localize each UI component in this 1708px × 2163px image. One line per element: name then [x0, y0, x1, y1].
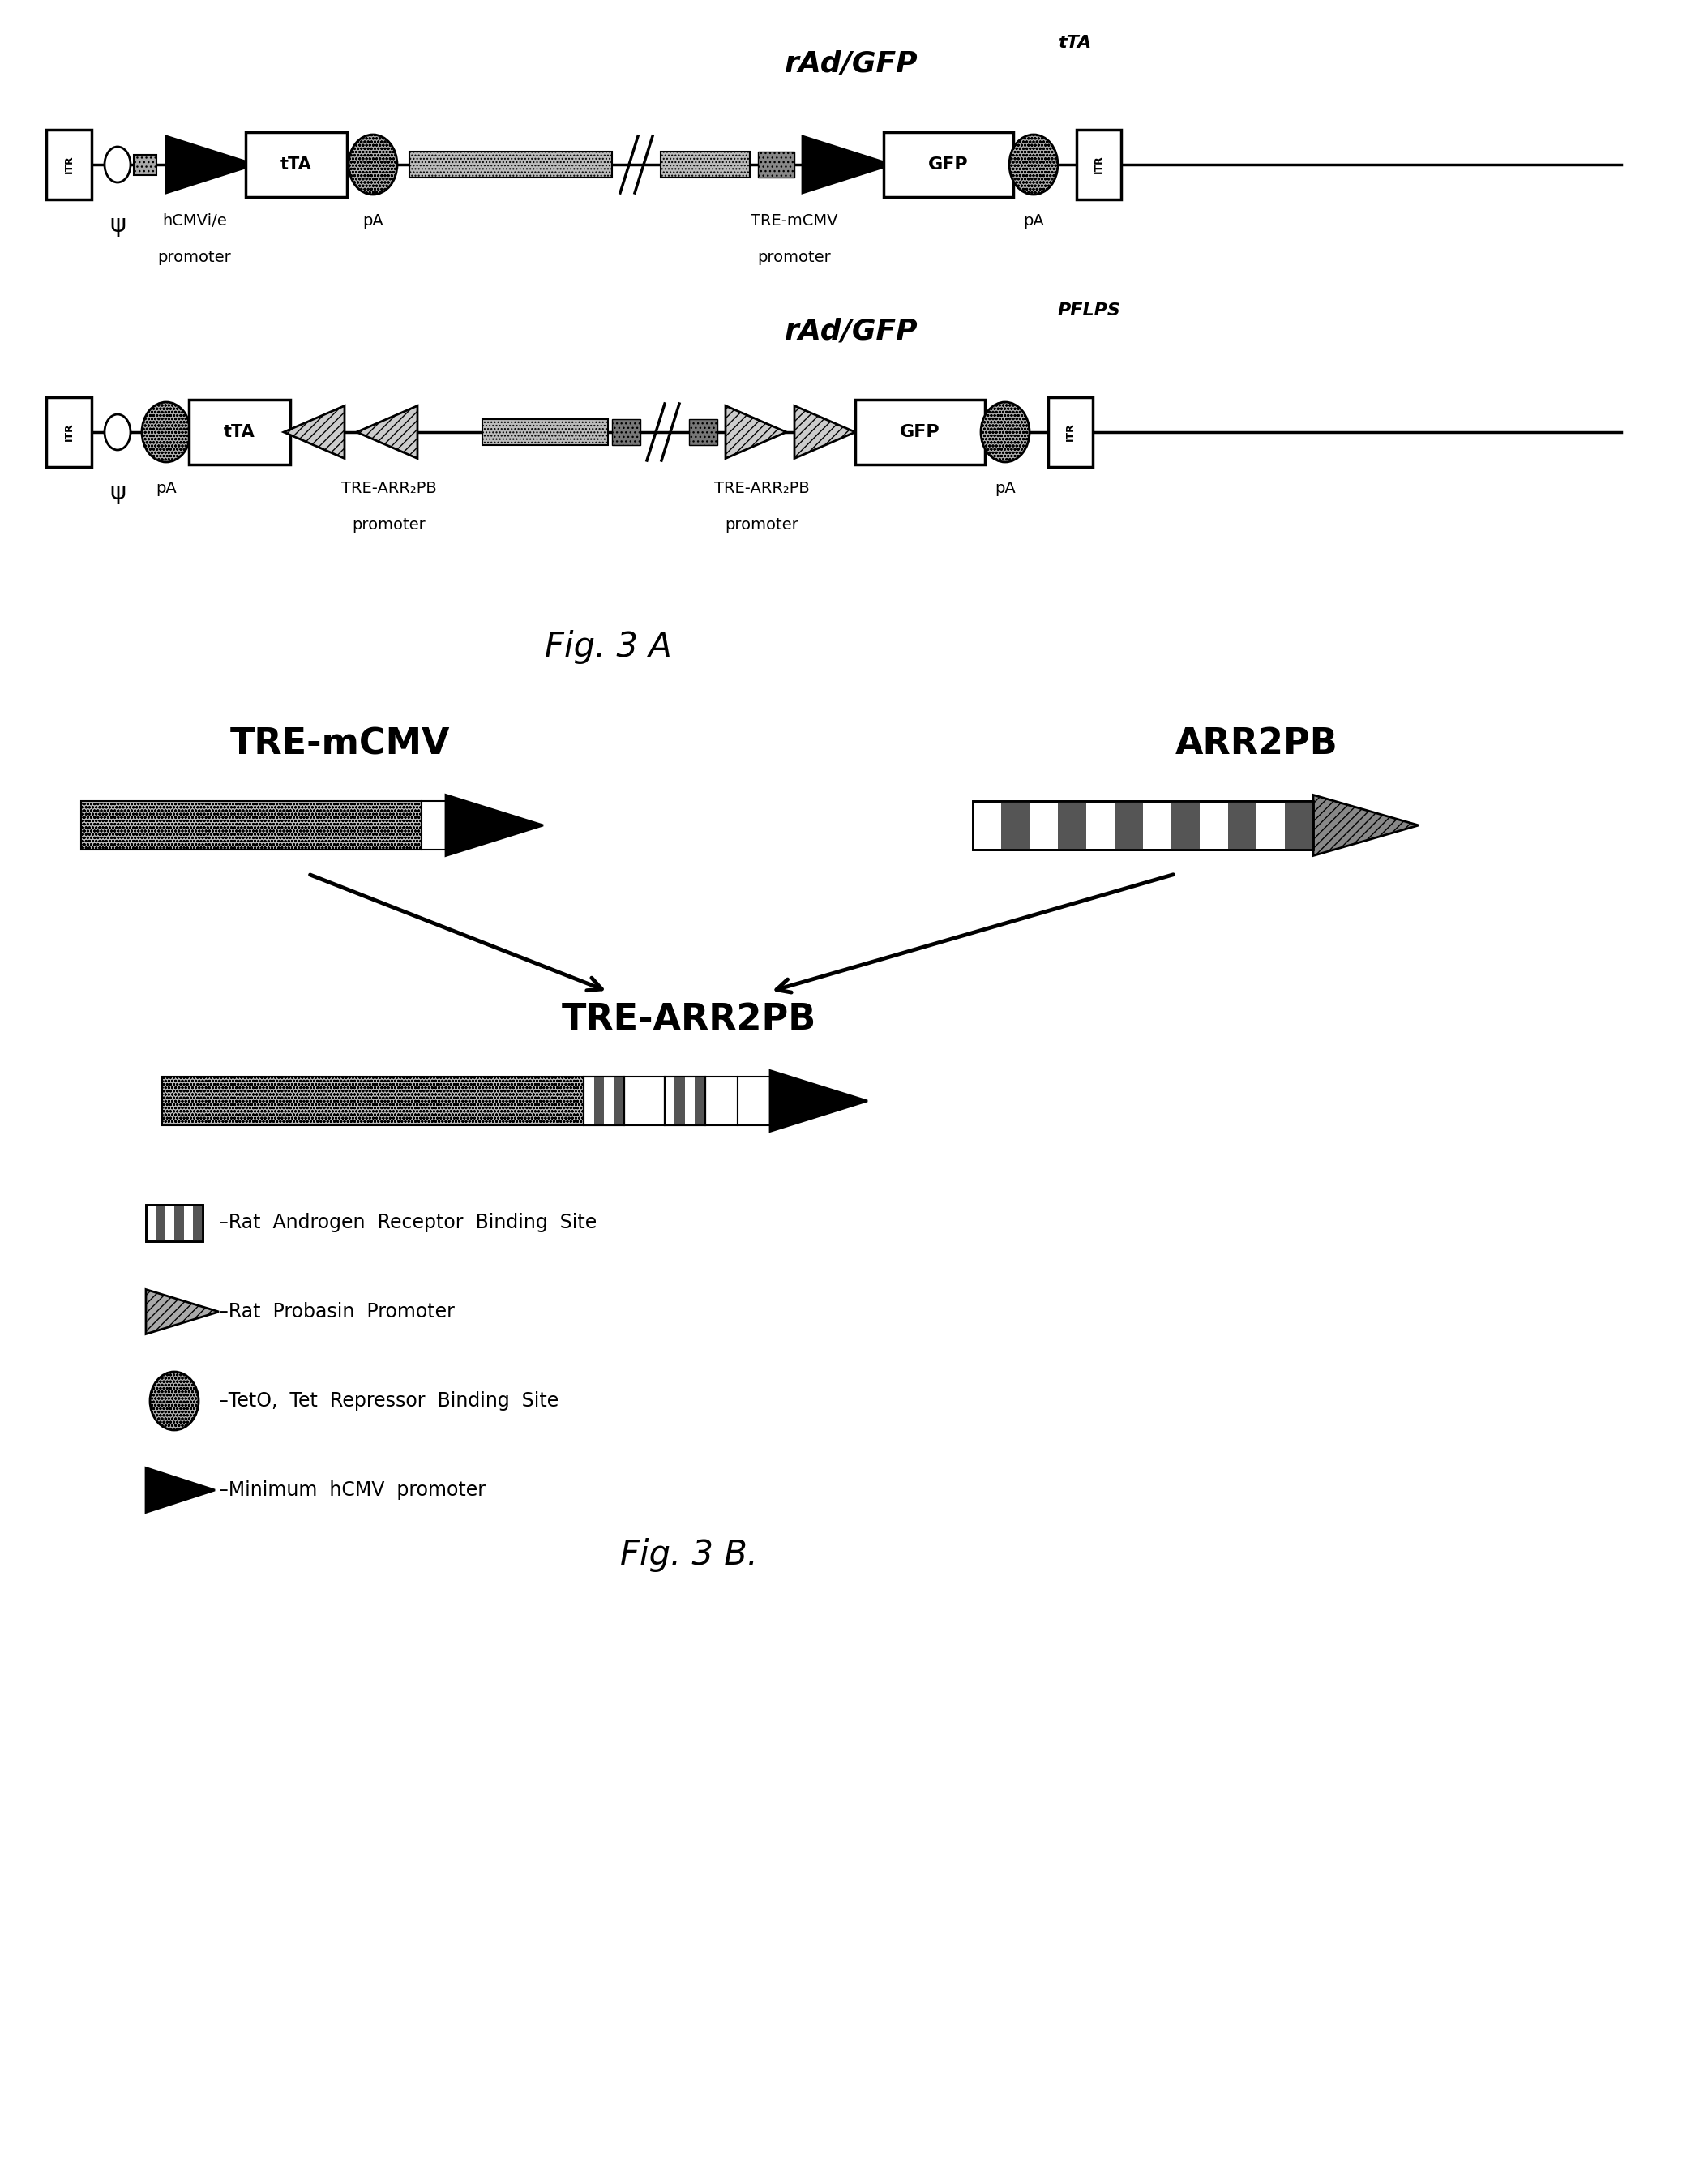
Text: promoter: promoter	[352, 517, 425, 532]
Bar	[883, 132, 1013, 197]
Bar	[145, 1205, 203, 1242]
Bar	[584, 1077, 623, 1125]
Bar	[482, 420, 608, 446]
Bar	[1172, 800, 1199, 850]
Text: ITR: ITR	[63, 424, 73, 441]
Ellipse shape	[150, 1371, 198, 1430]
Ellipse shape	[1009, 134, 1057, 195]
Bar	[758, 151, 794, 177]
Ellipse shape	[142, 402, 191, 463]
Text: Fig. 3 A: Fig. 3 A	[545, 629, 671, 664]
Bar	[974, 800, 1313, 850]
Text: Fig. 3 B.: Fig. 3 B.	[620, 1538, 758, 1573]
Text: promoter: promoter	[726, 517, 799, 532]
Text: ψ: ψ	[109, 480, 126, 504]
Bar	[856, 400, 986, 465]
Text: GFP: GFP	[929, 156, 968, 173]
Bar	[46, 130, 91, 199]
Ellipse shape	[980, 402, 1030, 463]
Text: ARR2PB: ARR2PB	[1175, 727, 1337, 761]
Bar	[1115, 800, 1143, 850]
Bar	[188, 400, 290, 465]
Text: ITR: ITR	[1064, 424, 1076, 441]
Text: TRE-ARR2PB: TRE-ARR2PB	[562, 1001, 816, 1038]
Bar	[1284, 800, 1313, 850]
Text: –Rat  Androgen  Receptor  Binding  Site: –Rat Androgen Receptor Binding Site	[219, 1213, 596, 1233]
Bar	[133, 154, 157, 175]
Ellipse shape	[104, 415, 130, 450]
Text: pA: pA	[362, 214, 383, 229]
Text: ITR: ITR	[63, 156, 73, 173]
Polygon shape	[770, 1071, 868, 1131]
Bar	[738, 1077, 770, 1125]
Text: pA: pA	[1023, 214, 1044, 229]
Text: TRE-ARR₂PB: TRE-ARR₂PB	[714, 480, 810, 495]
Text: tTA: tTA	[224, 424, 254, 441]
Bar	[594, 1077, 605, 1125]
Bar	[974, 800, 1313, 850]
Text: ψ: ψ	[109, 214, 126, 236]
Bar	[688, 420, 717, 446]
Text: GFP: GFP	[900, 424, 939, 441]
Bar	[1001, 800, 1030, 850]
Bar	[1076, 130, 1120, 199]
Polygon shape	[726, 407, 786, 459]
Bar	[162, 1077, 584, 1125]
Text: promoter: promoter	[758, 249, 832, 266]
Polygon shape	[794, 407, 856, 459]
Polygon shape	[446, 796, 543, 857]
Bar	[695, 1077, 705, 1125]
Bar	[80, 800, 422, 850]
Bar	[145, 1205, 203, 1242]
Polygon shape	[166, 136, 256, 193]
Polygon shape	[803, 136, 892, 193]
Polygon shape	[284, 407, 345, 459]
Bar	[410, 151, 611, 177]
Bar	[664, 1077, 705, 1125]
Text: PFLPS: PFLPS	[1057, 303, 1120, 318]
Bar	[611, 420, 640, 446]
Bar	[193, 1205, 203, 1242]
Text: TRE-ARR₂PB: TRE-ARR₂PB	[342, 480, 437, 495]
Polygon shape	[357, 407, 417, 459]
Text: rAd/GFP: rAd/GFP	[784, 50, 917, 78]
Text: ITR: ITR	[1093, 156, 1103, 173]
Bar	[155, 1205, 166, 1242]
Polygon shape	[145, 1469, 215, 1512]
Text: –Rat  Probasin  Promoter: –Rat Probasin Promoter	[219, 1302, 454, 1322]
Bar	[246, 132, 347, 197]
Text: –Minimum  hCMV  promoter: –Minimum hCMV promoter	[219, 1479, 485, 1499]
Text: tTA: tTA	[1057, 35, 1091, 52]
Text: pA: pA	[994, 480, 1016, 495]
Bar	[422, 800, 446, 850]
Text: rAd/GFP: rAd/GFP	[784, 318, 917, 344]
Bar	[1057, 800, 1086, 850]
Bar	[705, 1077, 738, 1125]
Bar	[615, 1077, 623, 1125]
Text: hCMVi/e: hCMVi/e	[162, 214, 227, 229]
Bar	[174, 1205, 184, 1242]
Text: –TetO,  Tet  Repressor  Binding  Site: –TetO, Tet Repressor Binding Site	[219, 1391, 559, 1410]
Polygon shape	[1313, 796, 1419, 857]
Bar	[46, 398, 91, 467]
Bar	[623, 1077, 664, 1125]
Polygon shape	[145, 1289, 219, 1335]
Bar	[675, 1077, 685, 1125]
Text: promoter: promoter	[157, 249, 231, 266]
Bar	[661, 151, 750, 177]
Text: TRE-mCMV: TRE-mCMV	[231, 727, 451, 761]
Text: tTA: tTA	[280, 156, 311, 173]
Bar	[664, 1077, 705, 1125]
Text: TRE-mCMV: TRE-mCMV	[752, 214, 839, 229]
Bar	[1047, 398, 1093, 467]
Bar	[1228, 800, 1257, 850]
Text: pA: pA	[155, 480, 176, 495]
Ellipse shape	[104, 147, 130, 182]
Bar	[584, 1077, 623, 1125]
Ellipse shape	[348, 134, 398, 195]
